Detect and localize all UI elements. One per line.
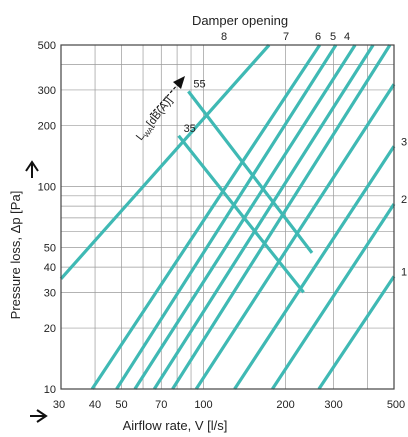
- damper-label-8: 8: [221, 31, 227, 43]
- x-tick-labels: 30 40 50 70 100 200 300 500: [53, 399, 405, 411]
- series-label-2: 2: [401, 194, 407, 206]
- sound-power-curves: [177, 90, 314, 294]
- y-axis-label: Pressure loss, Δp [Pa]: [8, 191, 23, 320]
- series-label-3: 3: [401, 136, 407, 148]
- damper-curve-line-3: [115, 44, 338, 390]
- y-tick-label: 50: [44, 242, 56, 254]
- lwa-arrow: [149, 76, 185, 116]
- y-tick-labels: 10 20 30 40 50 100 200 300 500: [38, 40, 56, 396]
- curve-labels: 8 7 6 5 4 3 2 1 55 35: [184, 31, 408, 278]
- damper-curve-line-2: [90, 44, 322, 390]
- y-tick-label: 40: [44, 262, 56, 274]
- x-axis-label: Airflow rate, V [l/s]: [123, 418, 228, 433]
- y-tick-label: 30: [44, 287, 56, 299]
- damper-curve-5: [171, 44, 392, 390]
- lwa-curve-35: [177, 134, 305, 294]
- y-tick-label: 100: [38, 182, 56, 194]
- y-tick-label: 500: [38, 40, 56, 52]
- damper-label-5: 5: [330, 31, 336, 43]
- x-tick-label: 200: [276, 399, 294, 411]
- y-tick-label: 300: [38, 85, 56, 97]
- chart-title: Damper opening: [192, 13, 288, 28]
- x-tick-label: 50: [115, 399, 127, 411]
- x-tick-label: 100: [194, 399, 212, 411]
- damper-curve-2: [271, 203, 396, 390]
- lwa-label-35: 35: [184, 123, 196, 135]
- damper-label-7: 7: [283, 31, 289, 43]
- y-tick-label: 10: [44, 384, 56, 396]
- lwa-label-55: 55: [193, 78, 205, 90]
- damper-curve-8: [59, 43, 271, 280]
- y-tick-label: 200: [38, 121, 56, 133]
- damper-curves: [59, 43, 396, 390]
- x-tick-label: 70: [155, 399, 167, 411]
- damper-curve-1: [317, 275, 396, 390]
- y-tick-label: 20: [44, 323, 56, 335]
- y-axis-arrow: [25, 160, 39, 178]
- damper-label-6: 6: [315, 31, 321, 43]
- x-axis-arrow: [30, 409, 48, 423]
- plot-frame: [60, 44, 395, 390]
- lwa-label: LWA[dB(A)]: [134, 95, 177, 144]
- damper-curve-3: [233, 145, 396, 390]
- damper-label-4: 4: [344, 31, 350, 43]
- lwa-curve-55: [187, 90, 314, 254]
- x-tick-label: 40: [89, 399, 101, 411]
- x-tick-label: 30: [53, 399, 65, 411]
- x-tick-label: 500: [387, 399, 405, 411]
- series-label-1: 1: [401, 266, 407, 278]
- damper-curve-6: [152, 44, 375, 390]
- lwa-annotation: LWA[dB(A)]: [134, 95, 177, 144]
- x-tick-label: 300: [324, 399, 342, 411]
- damper-curve-4: [194, 83, 396, 390]
